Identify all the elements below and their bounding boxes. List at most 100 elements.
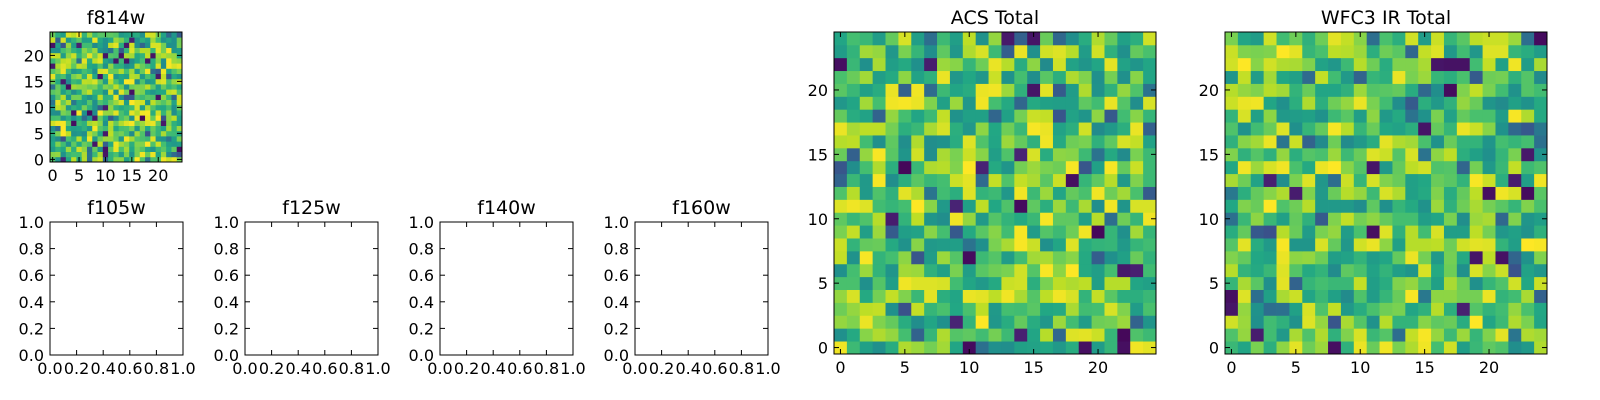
heatmap-cell: [1443, 122, 1458, 136]
heatmap-cell: [1117, 173, 1131, 187]
heatmap-cell: [1469, 328, 1483, 342]
heatmap-cell: [86, 130, 93, 137]
heatmap-cell: [1001, 135, 1015, 149]
heatmap-cell: [155, 42, 162, 48]
heatmap-cell: [166, 73, 172, 80]
heatmap-cell: [1040, 173, 1054, 187]
heatmap-cell: [86, 146, 93, 152]
heatmap-cell: [1366, 250, 1380, 265]
heatmap-cell: [50, 136, 56, 142]
heatmap-cell: [166, 146, 172, 152]
heatmap-cell: [1065, 135, 1080, 149]
heatmap-cell: [898, 135, 912, 149]
x-tick-label: 5: [900, 358, 910, 377]
heatmap-cell: [1117, 83, 1131, 97]
heatmap-cell: [1508, 122, 1522, 136]
heatmap-cell: [97, 68, 104, 74]
heatmap-cell: [1130, 250, 1144, 265]
heatmap-cell: [1482, 186, 1496, 200]
heatmap-cell: [60, 68, 67, 74]
heatmap-cell: [1091, 328, 1105, 342]
heatmap-cell: [81, 104, 88, 111]
heatmap-cell: [1143, 225, 1157, 239]
heatmap-cell: [1014, 238, 1028, 252]
heatmap-cell: [134, 141, 141, 147]
heatmap-cell: [1104, 70, 1118, 84]
heatmap-cell: [937, 109, 951, 123]
heatmap-cell: [1508, 147, 1522, 162]
heatmap-cell: [1495, 186, 1509, 200]
heatmap-cell: [71, 37, 77, 43]
heatmap-cell: [1052, 122, 1067, 136]
heatmap-cell: [937, 70, 951, 84]
heatmap-cell: [872, 44, 886, 59]
heatmap-cell: [1027, 70, 1041, 84]
y-tick-label: 5: [34, 124, 44, 143]
heatmap-cell: [1328, 96, 1342, 110]
heatmap-cell: [86, 78, 93, 85]
heatmap-cell: [975, 96, 989, 110]
heatmap-cell: [1392, 238, 1406, 252]
heatmap-cell: [1052, 44, 1067, 59]
heatmap-cell: [86, 73, 93, 80]
heatmap-cell: [1027, 83, 1041, 97]
heatmap-cell: [1405, 160, 1419, 175]
heatmap-cell: [1104, 135, 1118, 149]
heatmap-cell: [1482, 341, 1496, 355]
heatmap-cell: [108, 47, 114, 54]
heatmap-cell: [924, 96, 938, 110]
heatmap-cell: [1276, 57, 1290, 72]
x-tick-label: 5: [74, 166, 84, 185]
heatmap-cell: [872, 276, 886, 290]
heatmap-cell: [1315, 341, 1329, 355]
heatmap-cell: [60, 89, 67, 95]
heatmap-cell: [1250, 96, 1265, 110]
heatmap-cell: [145, 156, 151, 163]
heatmap-cell: [1143, 109, 1157, 123]
y-tick-label: 1.0: [214, 213, 239, 232]
heatmap-cell: [1495, 44, 1509, 59]
heatmap-cell: [81, 110, 88, 116]
heatmap-cell: [1508, 44, 1522, 59]
heatmap-cell: [129, 37, 135, 43]
heatmap-cell: [1392, 96, 1406, 110]
heatmap-cell: [55, 58, 61, 64]
heatmap-cell: [1225, 32, 1239, 46]
heatmap-cell: [50, 110, 56, 116]
heatmap-cell: [859, 57, 874, 72]
heatmap-cell: [949, 96, 964, 110]
axes-frame: [244, 221, 379, 356]
heatmap-cell: [1366, 135, 1380, 149]
heatmap-cell: [108, 37, 114, 43]
heatmap-cell: [1225, 263, 1239, 278]
heatmap-cell: [118, 58, 125, 64]
heatmap-cell: [1143, 276, 1157, 290]
heatmap-cell: [1250, 32, 1265, 46]
heatmap-cell: [1130, 83, 1144, 97]
heatmap-cell: [160, 125, 167, 132]
heatmap-cell: [81, 151, 88, 158]
heatmap-cell: [60, 151, 67, 158]
heatmap-cell: [134, 115, 141, 121]
heatmap-cell: [71, 78, 77, 85]
heatmap-cell: [81, 47, 88, 54]
heatmap-cell: [102, 110, 109, 116]
heatmap-cell: [1014, 212, 1028, 226]
heatmap-cell: [1276, 109, 1290, 123]
heatmap-cell: [1237, 289, 1252, 303]
heatmap-cell: [1225, 109, 1239, 123]
heatmap-cell: [1482, 32, 1496, 46]
heatmap-cell: [1014, 250, 1028, 265]
heatmap-cell: [1508, 186, 1522, 200]
heatmap-cell: [166, 125, 172, 132]
heatmap-cell: [97, 37, 104, 43]
heatmap-cell: [176, 110, 183, 116]
heatmap-cell: [166, 104, 172, 111]
y-tick-label: 0.6: [19, 266, 44, 285]
heatmap-cell: [1534, 341, 1548, 355]
heatmap-cell: [1001, 70, 1015, 84]
heatmap-cell: [129, 146, 135, 152]
heatmap-cell: [50, 99, 56, 106]
heatmap-cell: [1130, 212, 1144, 226]
